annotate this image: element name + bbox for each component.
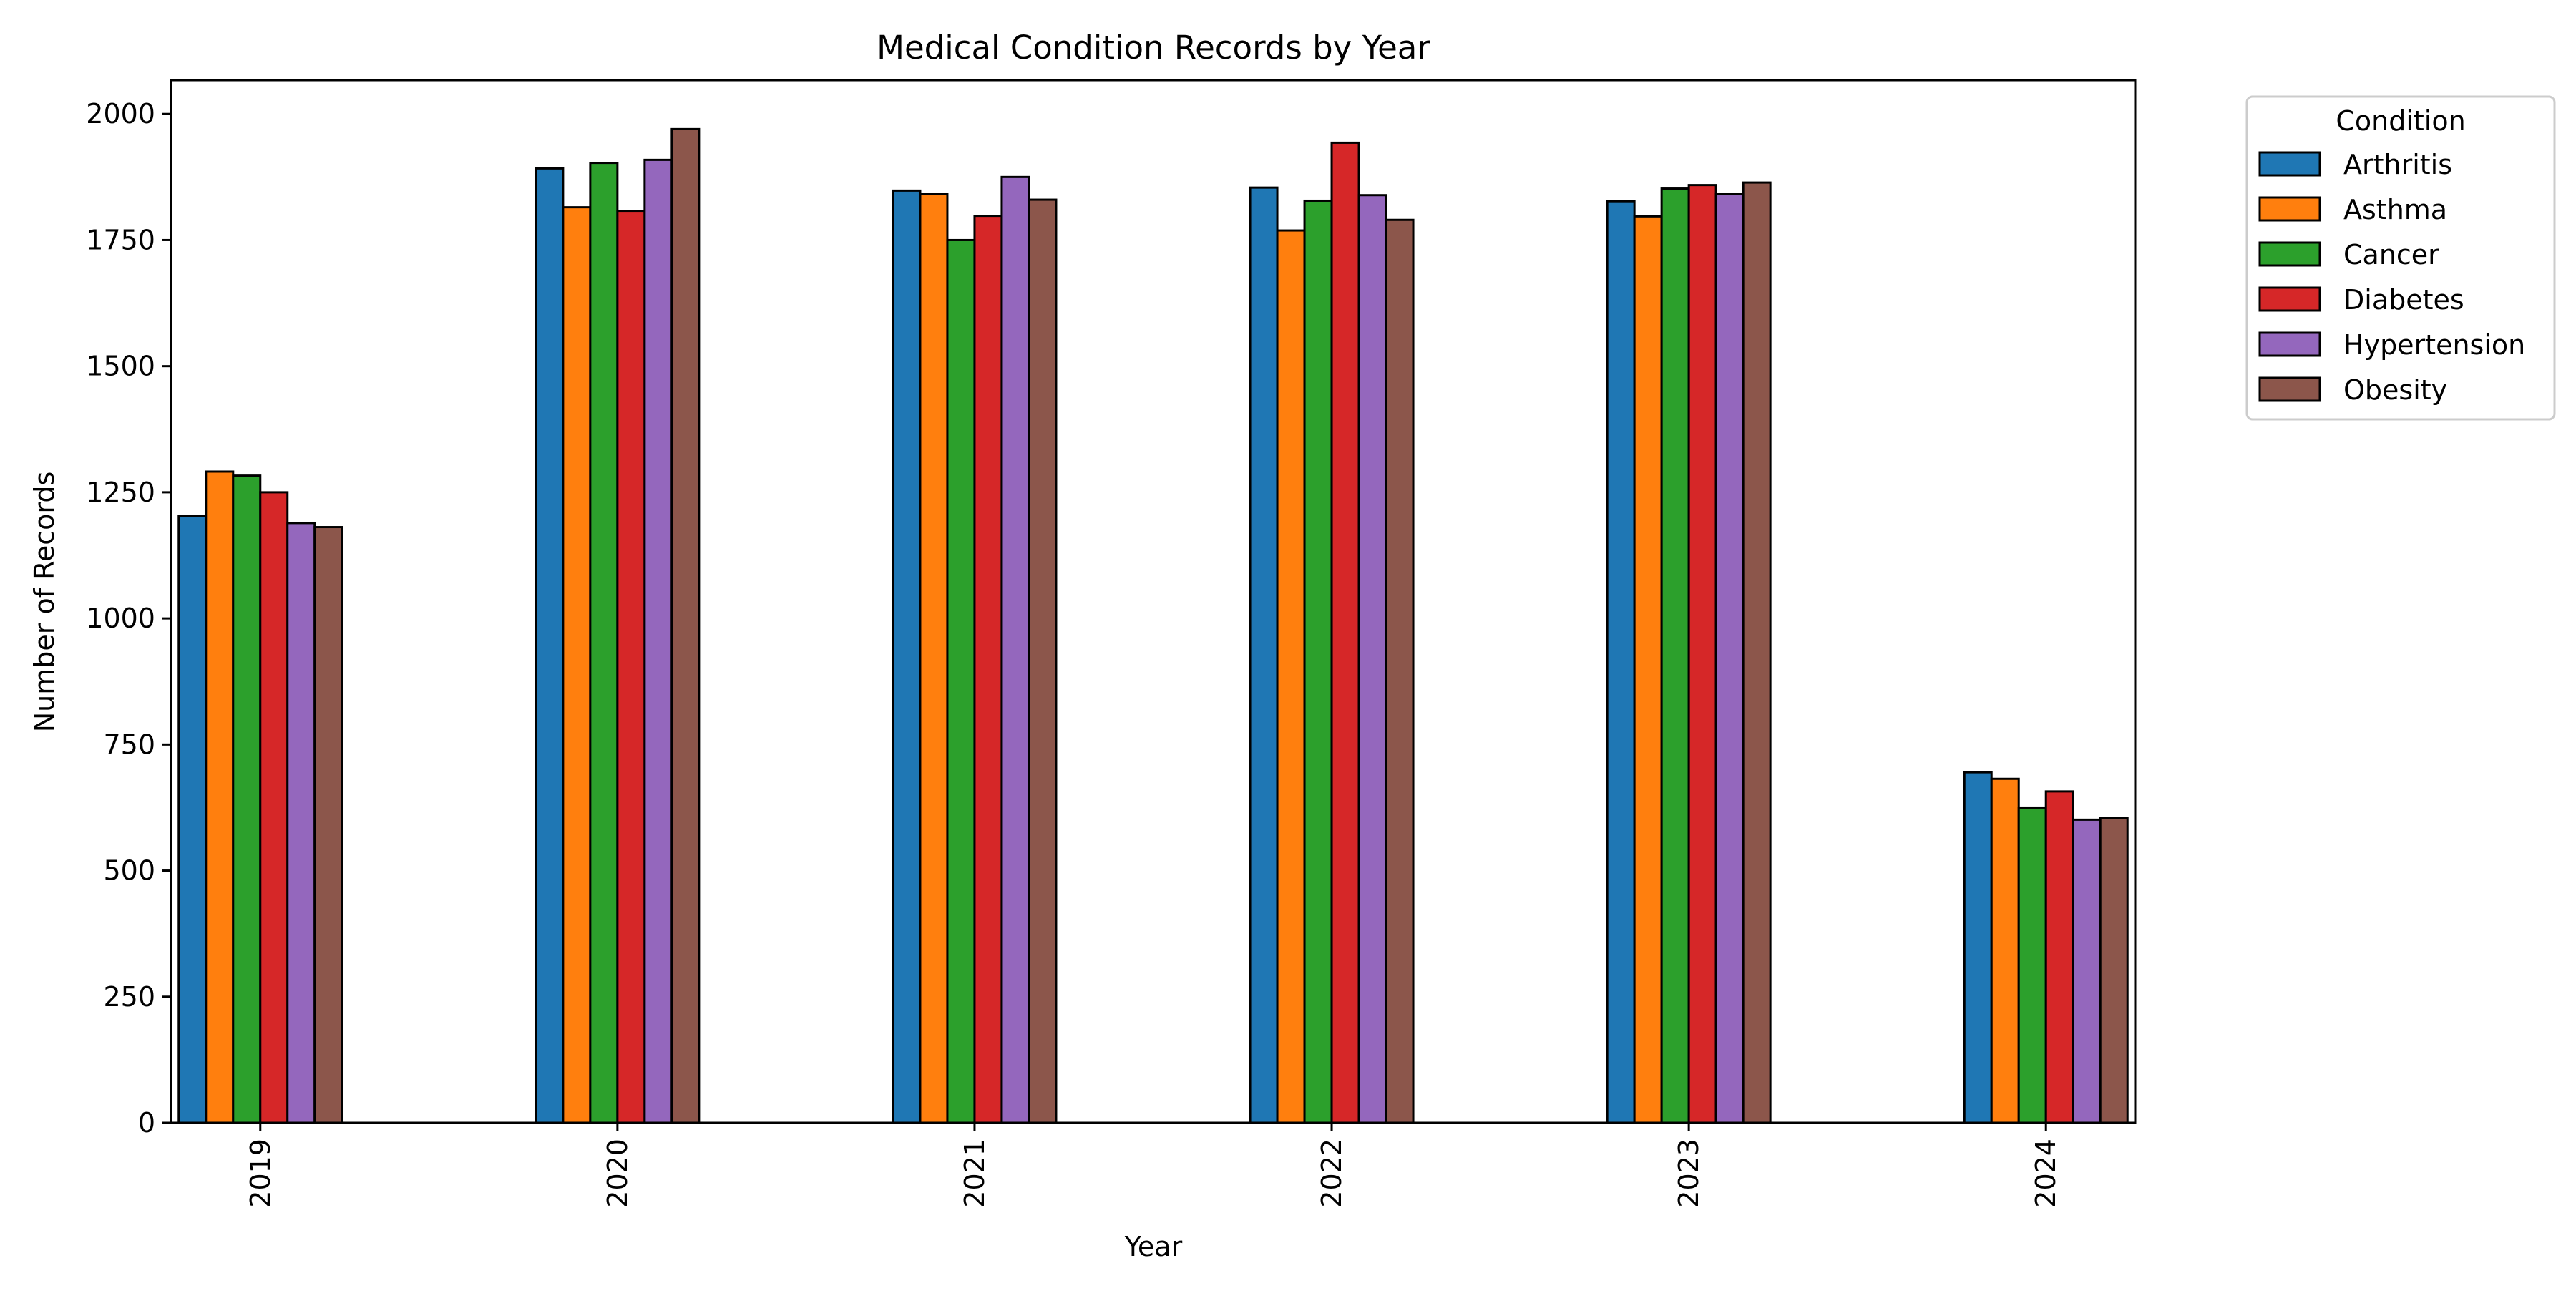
bar-obesity-2020 [670,127,701,1124]
bar-arthritis-2022 [1249,186,1279,1124]
legend-label-arthritis: Arthritis [2343,149,2452,180]
bar-cancer-2020 [589,162,619,1124]
y-tick-label-0: 0 [138,1107,155,1139]
x-tick-label-2021: 2021 [959,1139,990,1208]
plot-area-frame [170,79,2137,1124]
bar-asthma-2023 [1633,215,1663,1124]
bar-obesity-2023 [1742,181,1772,1124]
legend-label-cancer: Cancer [2343,239,2439,271]
y-tick-label-2000: 2000 [86,98,155,130]
chart-title: Medical Condition Records by Year [877,29,1430,67]
legend-label-asthma: Asthma [2343,194,2447,225]
y-axis-label: Number of Records [29,472,60,733]
x-tick-label-2020: 2020 [602,1139,633,1208]
y-tick-label-250: 250 [103,981,155,1013]
bar-hypertension-2020 [643,158,673,1124]
bar-asthma-2019 [205,470,235,1124]
legend-swatch-obesity [2258,376,2321,402]
legend-label-hypertension: Hypertension [2343,329,2525,361]
legend-swatch-cancer [2258,241,2321,267]
x-axis: 2019 2020 2021 2022 2023 2024 [245,1123,2062,1208]
legend-swatch-asthma [2258,196,2321,222]
legend-swatch-diabetes [2258,286,2321,312]
y-tick-label-1250: 1250 [86,477,155,508]
legend-box [2245,95,2556,421]
bar-cancer-2023 [1660,187,1690,1124]
bar-hypertension-2021 [1000,175,1030,1124]
y-tick-label-1750: 1750 [86,224,155,255]
bar-arthritis-2021 [892,189,922,1124]
x-axis-label: Year [1124,1231,1183,1262]
bar-cancer-2022 [1303,199,1333,1124]
bar-hypertension-2022 [1357,194,1387,1124]
bar-cancer-2024 [2017,806,2047,1124]
y-axis: 0 250 500 750 1000 1250 1500 1750 2000 [86,98,171,1139]
bar-asthma-2020 [562,206,592,1124]
legend-swatch-arthritis [2258,151,2321,177]
bar-obesity-2019 [313,526,343,1124]
bar-asthma-2021 [919,193,949,1124]
bar-asthma-2022 [1276,229,1306,1124]
bar-obesity-2021 [1028,198,1058,1124]
bar-arthritis-2024 [1963,771,1993,1124]
bar-diabetes-2024 [2044,790,2074,1124]
bar-hypertension-2019 [286,522,316,1124]
bar-diabetes-2023 [1687,184,1717,1124]
y-tick-label-750: 750 [103,729,155,760]
y-tick-label-1000: 1000 [86,603,155,634]
bar-arthritis-2020 [535,167,565,1124]
x-tick-label-2024: 2024 [2030,1139,2062,1208]
bar-obesity-2024 [2099,817,2129,1124]
bar-diabetes-2020 [616,210,646,1124]
bar-diabetes-2022 [1330,141,1360,1124]
legend-items: Arthritis Asthma Cancer Diabetes Hypertensio… [2258,149,2525,406]
bar-diabetes-2019 [259,491,289,1124]
y-tick-label-1500: 1500 [86,351,155,382]
bar-cancer-2019 [232,474,262,1124]
bar-hypertension-2023 [1714,193,1745,1124]
y-tick-label-500: 500 [103,855,155,887]
x-tick-label-2022: 2022 [1316,1139,1347,1208]
legend-label-diabetes: Diabetes [2343,284,2464,316]
legend: Condition Arthritis Asthma Cancer Diabetes H… [2245,95,2556,421]
bar-diabetes-2021 [973,215,1003,1124]
legend-swatch-hypertension [2258,331,2321,357]
x-tick-label-2023: 2023 [1673,1139,1704,1208]
bars-layer [177,127,2129,1124]
x-tick-label-2019: 2019 [245,1139,276,1208]
legend-title: Condition [2336,105,2465,137]
bar-arthritis-2019 [177,515,208,1124]
bar-cancer-2021 [946,238,976,1124]
bar-arthritis-2023 [1606,200,1636,1124]
legend-label-obesity: Obesity [2343,374,2447,406]
bar-asthma-2024 [1990,777,2020,1124]
bar-hypertension-2024 [2072,818,2102,1124]
bar-obesity-2022 [1385,218,1415,1124]
